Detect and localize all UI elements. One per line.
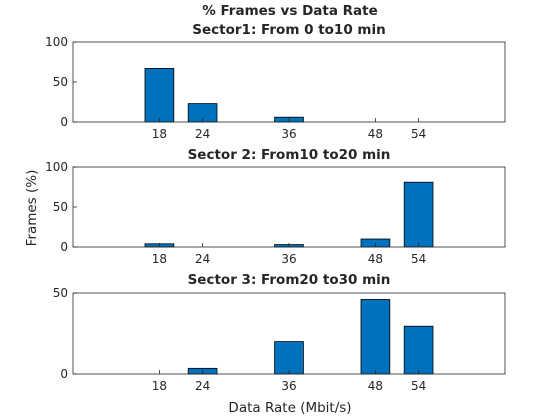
x-tick-label: 36 <box>281 127 296 141</box>
x-tick-label: 36 <box>281 379 296 393</box>
x-tick-label: 48 <box>368 379 383 393</box>
subplot-2-title: Sector 2: From10 to20 min <box>188 147 391 163</box>
y-tick-label: 50 <box>53 75 68 89</box>
bar-54 <box>403 181 434 248</box>
bar-36 <box>274 341 304 375</box>
x-tick-label: 48 <box>368 252 383 266</box>
y-tick-label: 50 <box>53 200 68 214</box>
bar-48 <box>360 299 391 375</box>
chart-title: % Frames vs Data Rate <box>202 3 378 19</box>
y-tick-label: 0 <box>60 115 68 129</box>
y-tick-label: 100 <box>45 160 68 174</box>
bar-54 <box>403 325 434 375</box>
x-tick-label: 18 <box>152 127 167 141</box>
x-tick-label: 54 <box>411 252 426 266</box>
bar-18 <box>144 68 175 123</box>
subplot-3: Sector 3: From20 to30 min 0 50 18 24 36 48 54 <box>53 272 506 393</box>
x-tick-label: 18 <box>152 379 167 393</box>
subplot-2: Sector 2: From10 to20 min 0 50 100 18 24 36 48 5… <box>45 147 506 266</box>
y-tick-label: 0 <box>60 240 68 254</box>
subplot-3-title: Sector 3: From20 to30 min <box>188 272 391 288</box>
y-tick-label: 50 <box>53 286 68 300</box>
x-tick-label: 24 <box>195 127 210 141</box>
x-tick-label: 36 <box>281 252 296 266</box>
y-tick-label: 100 <box>45 35 68 49</box>
subplot-1: Sector1: From 0 to10 min 0 50 100 18 24 36 48 54 <box>45 22 506 141</box>
subplot-1-axes-box <box>72 41 506 123</box>
x-axis-label: Data Rate (Mbit/s) <box>228 400 351 416</box>
x-tick-label: 18 <box>152 252 167 266</box>
x-tick-label: 54 <box>411 127 426 141</box>
y-tick-label: 0 <box>60 367 68 381</box>
subplot-1-title: Sector1: From 0 to10 min <box>192 22 385 38</box>
subplots-group: Sector1: From 0 to10 min 0 50 100 18 24 36 48 54… <box>45 22 506 393</box>
x-tick-label: 24 <box>195 252 210 266</box>
y-axis-label: Frames (%) <box>24 170 40 247</box>
subplot-2-axes-box <box>72 166 506 248</box>
x-tick-label: 24 <box>195 379 210 393</box>
x-tick-label: 54 <box>411 379 426 393</box>
x-tick-label: 48 <box>368 127 383 141</box>
